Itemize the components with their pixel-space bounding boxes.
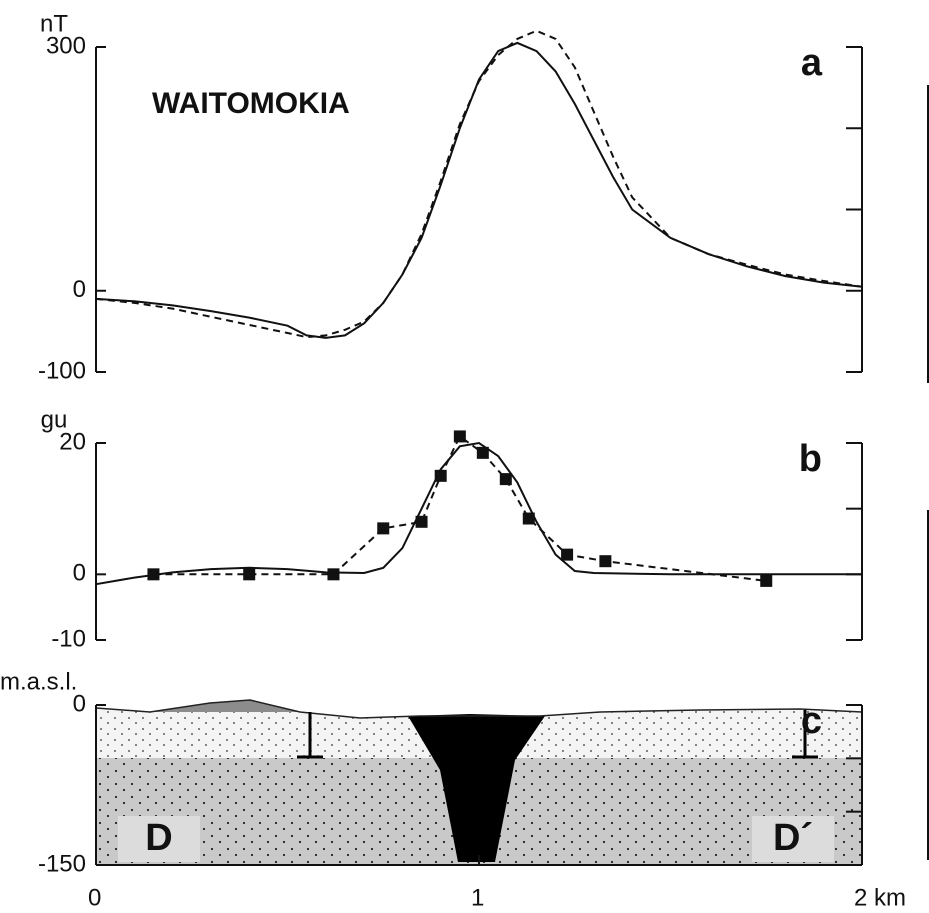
y-tick-label: 300 [46,32,86,59]
series-line [153,434,767,582]
chart-title: WAITOMOKIA [152,87,350,120]
data-point [760,574,773,587]
y-tick-label: 0 [73,690,86,717]
y-tick-label: 0 [73,560,86,587]
data-point [522,512,535,525]
data-point [599,555,612,568]
data-point [499,473,512,486]
y-tick-label: -150 [38,850,86,877]
data-point [243,568,256,581]
section-label: D´ [773,817,813,859]
data-point [434,469,447,482]
series-line [95,29,863,339]
data-point [453,430,466,443]
x-tick-label: 1 [471,884,484,911]
y-axis-label: gu [41,406,68,433]
label-box [752,816,834,862]
label-box [118,816,200,862]
cross-section [95,699,863,865]
surface [95,699,863,719]
data-point [476,446,489,459]
data-point [377,522,390,535]
panel-label: a [801,42,823,84]
x-tick-label: 2 km [854,884,906,911]
data-point [327,568,340,581]
series-line [95,441,862,586]
panel-label: c [801,700,822,742]
y-tick-label: -10 [51,625,86,652]
section-label: D [145,817,172,859]
marker [297,710,818,759]
y-axis-label: nT [40,10,68,37]
x-tick-label: 0 [88,884,101,911]
y-tick-label: 0 [73,276,86,303]
body [408,714,545,862]
y-tick-label: 20 [59,428,86,455]
panel-label: b [799,438,822,480]
data-point [561,548,574,561]
data-point [147,568,160,581]
y-axis-label: m.a.s.l. [0,668,77,695]
data-point [415,515,428,528]
y-tick-label: -100 [38,357,86,384]
